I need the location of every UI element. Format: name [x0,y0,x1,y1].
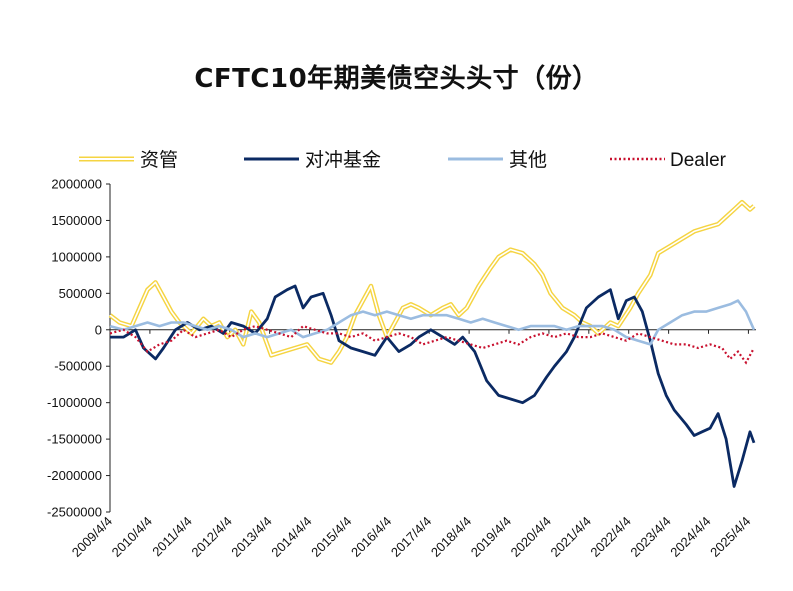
y-tick-label: -2500000 [47,505,102,520]
x-tick-label: 2012/4/4 [188,514,234,560]
y-tick-label: 1500000 [51,213,102,228]
series-line-asset-manager [108,199,756,365]
chart-title: CFTC10年期美债空头头寸（份） [194,64,599,94]
legend-item-hedge-fund: 对冲基金 [244,149,381,171]
x-tick-label: 2011/4/4 [149,514,195,560]
x-tick-label: 2017/4/4 [388,514,434,560]
series-1 [110,284,756,488]
x-tick-label: 2018/4/4 [428,514,474,560]
x-tick-label: 2013/4/4 [228,514,274,560]
y-tick-label: -2000000 [47,468,102,483]
y-tick-label: -1500000 [47,432,102,447]
series-line-other [109,299,756,346]
x-tick-label: 2015/4/4 [308,514,354,560]
x-tick-label: 2023/4/4 [627,514,673,560]
series-layer [108,199,756,488]
y-tick-label: 1000000 [51,249,102,264]
y-tick-label: -500000 [54,359,102,374]
legend-label-hedge-fund: 对冲基金 [305,149,381,171]
y-tick-label: 500000 [59,286,102,301]
x-tick-label: 2020/4/4 [508,514,554,560]
x-tick-label: 2022/4/4 [587,514,633,560]
legend-label-asset-manager: 资管 [140,149,178,171]
x-tick-label: 2009/4/4 [69,514,115,560]
x-tick-label: 2024/4/4 [667,514,713,560]
x-tick-label: 2016/4/4 [348,514,394,560]
x-tick-label: 2010/4/4 [109,514,155,560]
legend: 资管 对冲基金 其他 Dealer [79,149,727,171]
legend-item-other: 其他 [448,149,547,171]
series-0 [108,199,756,365]
axes: 2000000 1500000 1000000 500000 0 -500000 -1000… [47,177,756,560]
x-tick-label: 2021/4/4 [548,514,594,560]
series-line-asset-manager-core [109,201,755,364]
legend-item-asset-manager: 资管 [79,149,178,171]
legend-label-other: 其他 [509,149,547,171]
series-line-dealer [109,324,755,365]
series-line-hedge-fund [110,284,756,488]
y-tick-label: 0 [95,322,102,337]
series-3 [109,324,755,365]
x-tick-label: 2014/4/4 [268,514,314,560]
legend-label-dealer: Dealer [670,150,727,171]
y-tick-label: 2000000 [51,177,102,192]
legend-item-dealer: Dealer [610,150,727,171]
series-2 [109,299,756,346]
x-tick-label: 2019/4/4 [468,514,514,560]
x-tick-label: 2025/4/4 [707,514,753,560]
y-tick-label: -1000000 [47,395,102,410]
